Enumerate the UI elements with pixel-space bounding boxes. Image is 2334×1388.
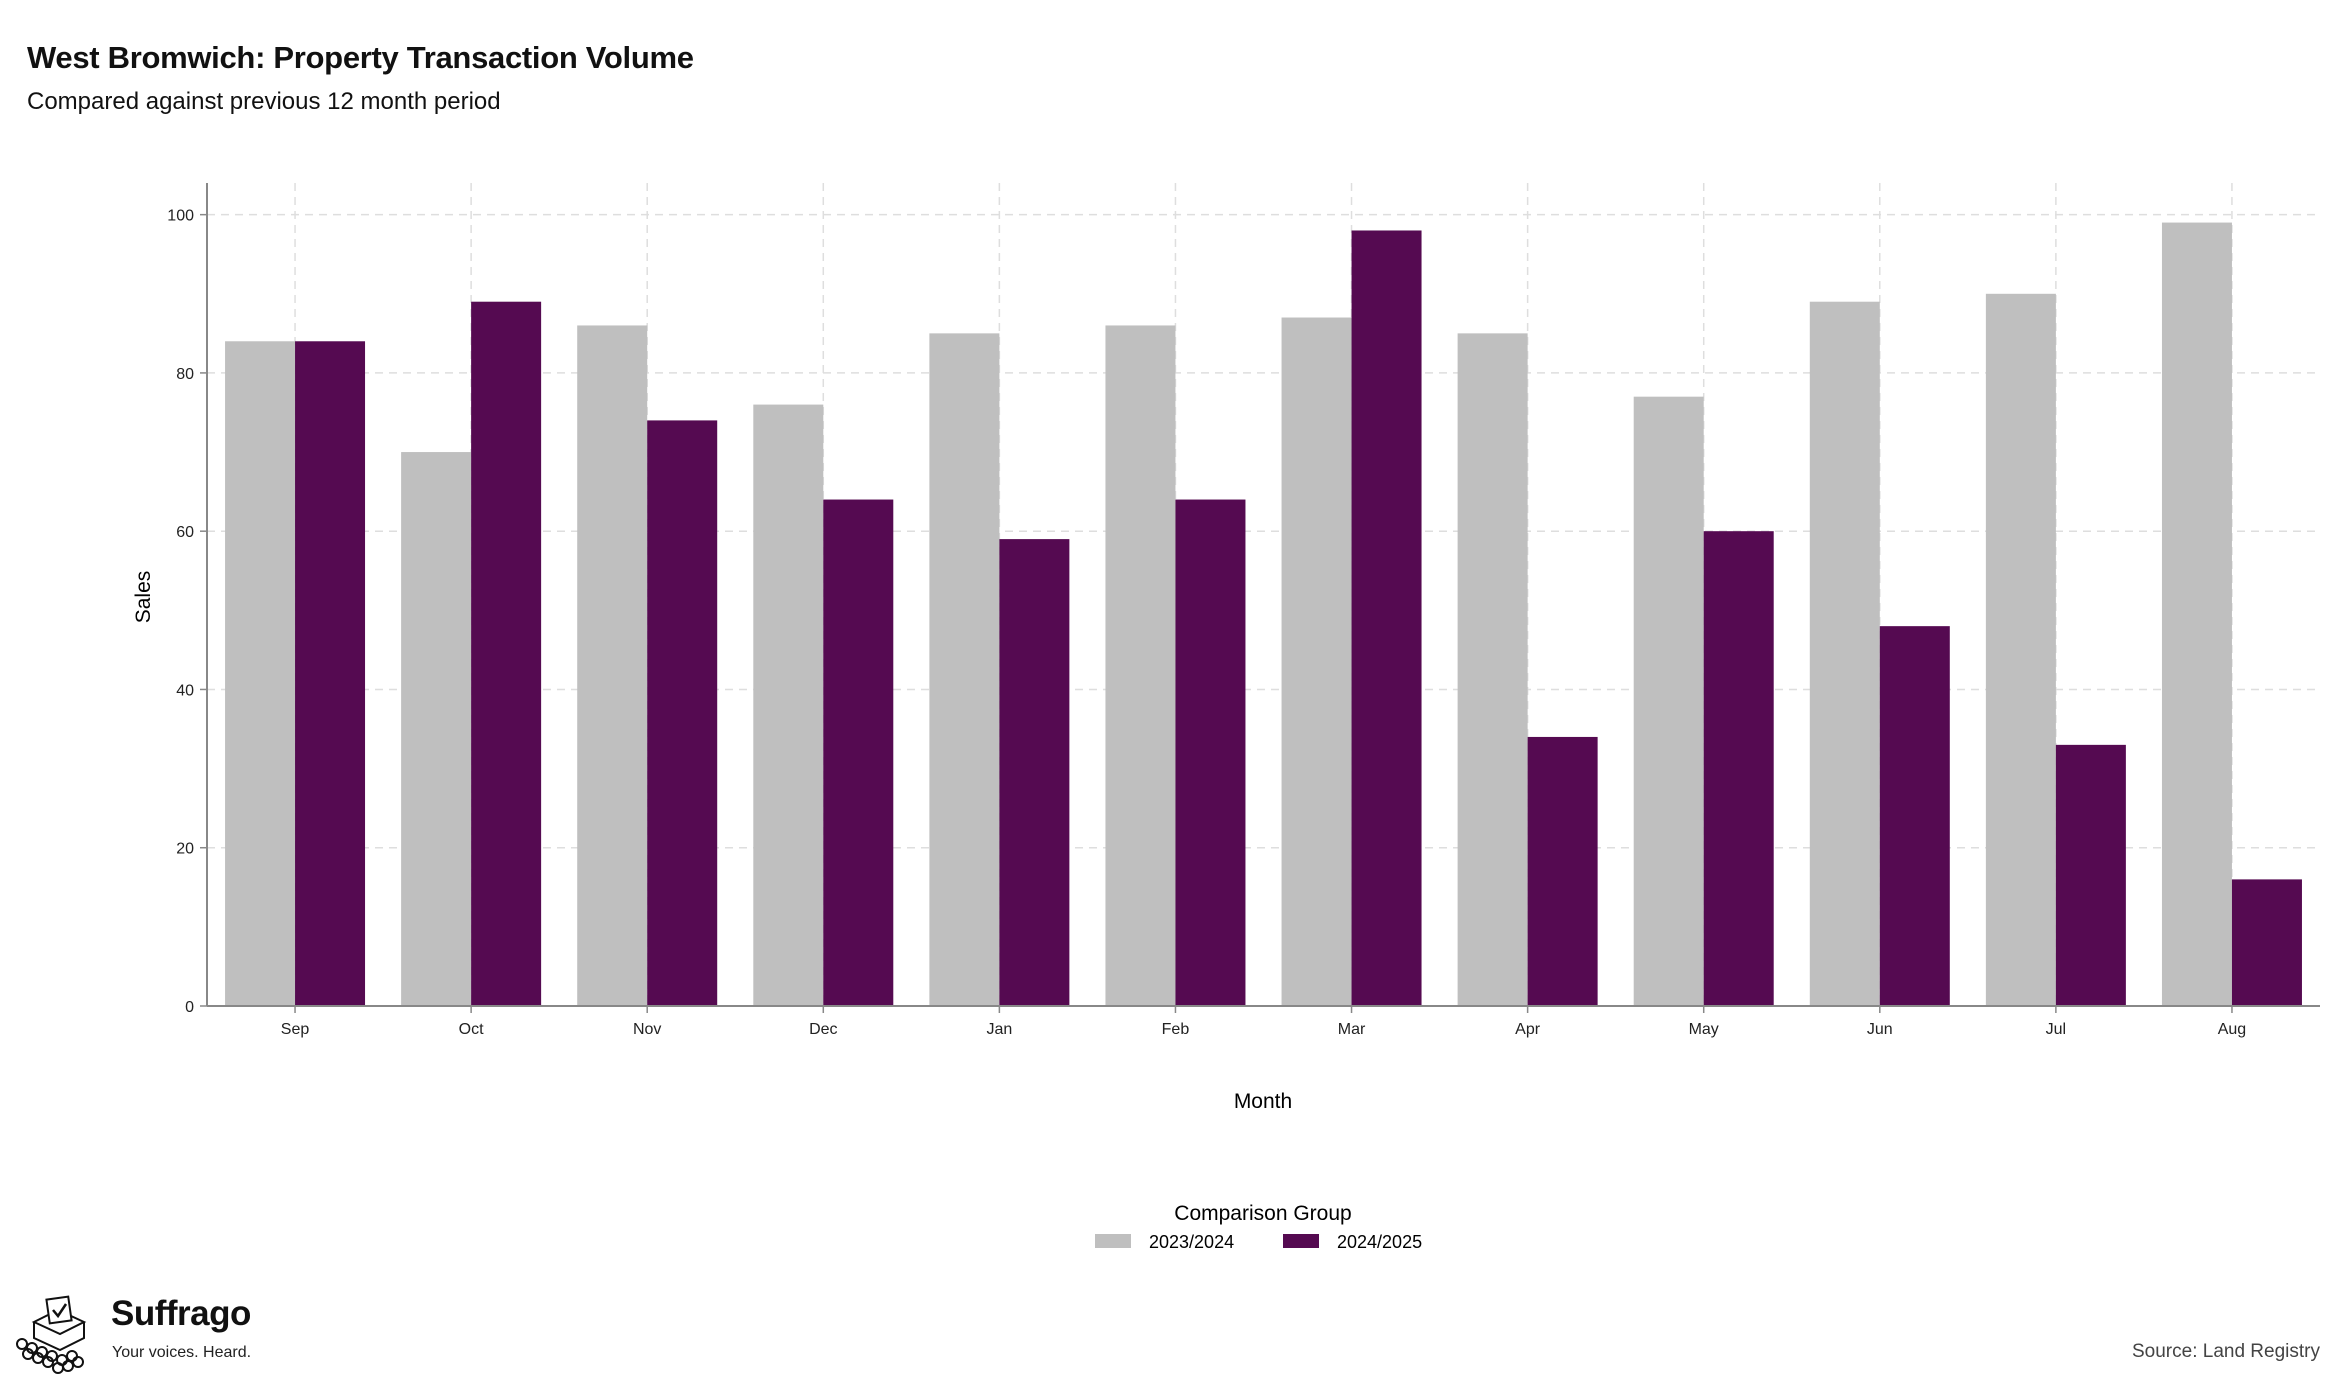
x-tick-label-jul: Jul: [2046, 1021, 2066, 1038]
bar-2023-2024-oct: [401, 452, 472, 1006]
x-tick-label-feb: Feb: [1162, 1021, 1190, 1038]
x-tick-label-nov: Nov: [633, 1021, 661, 1038]
bar-2023-2024-jul: [1985, 293, 2056, 1006]
axes: [206, 183, 2320, 1007]
x-tick-label-apr: Apr: [1515, 1021, 1541, 1038]
chart-title: West Bromwich: Property Transaction Volu…: [27, 40, 694, 75]
bar-2023-2024-mar: [1281, 317, 1352, 1007]
legend-title: Comparison Group: [1174, 1202, 1351, 1225]
y-tick-label: 100: [167, 208, 194, 225]
bar-2024-2025-dec: [823, 499, 894, 1006]
x-tick-label-jun: Jun: [1867, 1021, 1893, 1038]
bar-chart: 0 20 40 60 80 100 Sep Oct Nov Dec Jan Feb Mar Apr May J…: [132, 183, 2320, 1252]
bar-2024-2025-may: [1703, 531, 1774, 1006]
x-tick-label-dec: Dec: [809, 1021, 837, 1038]
bars: [225, 222, 2302, 1007]
y-tick-label: 20: [176, 841, 194, 858]
brand-tagline: Your voices. Heard.: [112, 1344, 252, 1361]
y-tick-label: 0: [185, 999, 194, 1016]
bar-2023-2024-jun: [1809, 301, 1880, 1007]
x-tick-label-sep: Sep: [281, 1021, 310, 1038]
legend: Comparison Group 2023/2024 2024/2025: [1095, 1202, 1422, 1252]
bar-2024-2025-jan: [999, 539, 1070, 1006]
chart-subtitle: Compared against previous 12 month perio…: [27, 88, 501, 115]
x-axis-title: Month: [1234, 1090, 1292, 1113]
tick-labels: 0 20 40 60 80 100 Sep Oct Nov Dec Jan Feb Mar Apr May J…: [167, 208, 2246, 1038]
bar-2024-2025-mar: [1351, 230, 1422, 1006]
bar-2024-2025-oct: [471, 301, 542, 1007]
y-axis-title: Sales: [132, 571, 155, 624]
legend-swatch-2024-2025: [1283, 1234, 1319, 1248]
bar-2023-2024-nov: [577, 325, 648, 1006]
y-tick-label: 60: [176, 524, 194, 541]
ballot-box-icon: [16, 1295, 87, 1374]
legend-swatch-2023-2024: [1095, 1234, 1131, 1248]
source-note: Source: Land Registry: [2132, 1341, 2320, 1362]
bar-2023-2024-sep: [225, 341, 296, 1006]
x-tick-label-mar: Mar: [1338, 1021, 1366, 1038]
bar-2024-2025-nov: [647, 420, 718, 1007]
y-tick-label: 80: [176, 366, 194, 383]
bar-2023-2024-feb: [1105, 325, 1176, 1006]
bar-2024-2025-apr: [1527, 736, 1598, 1006]
x-tick-label-may: May: [1689, 1021, 1719, 1038]
bar-2024-2025-sep: [295, 341, 366, 1006]
bar-2023-2024-apr: [1457, 333, 1528, 1006]
bar-2024-2025-jul: [2055, 744, 2126, 1006]
bar-2024-2025-feb: [1175, 499, 1246, 1006]
bar-2023-2024-aug: [2161, 222, 2232, 1006]
bar-2023-2024-jan: [929, 333, 1000, 1006]
brand-logo: Suffrago Your voices. Heard.: [14, 1294, 274, 1384]
legend-label-2024-2025: 2024/2025: [1337, 1232, 1422, 1252]
legend-label-2023-2024: 2023/2024: [1149, 1232, 1234, 1252]
x-tick-label-jan: Jan: [986, 1021, 1012, 1038]
bar-2023-2024-may: [1633, 396, 1704, 1006]
bar-2024-2025-jun: [1879, 626, 1950, 1006]
x-tick-label-aug: Aug: [2218, 1021, 2246, 1038]
brand-name: Suffrago: [111, 1294, 251, 1333]
y-tick-label: 40: [176, 682, 194, 699]
bar-2024-2025-aug: [2231, 879, 2302, 1006]
bar-2023-2024-dec: [753, 404, 824, 1007]
x-tick-label-oct: Oct: [459, 1021, 484, 1038]
